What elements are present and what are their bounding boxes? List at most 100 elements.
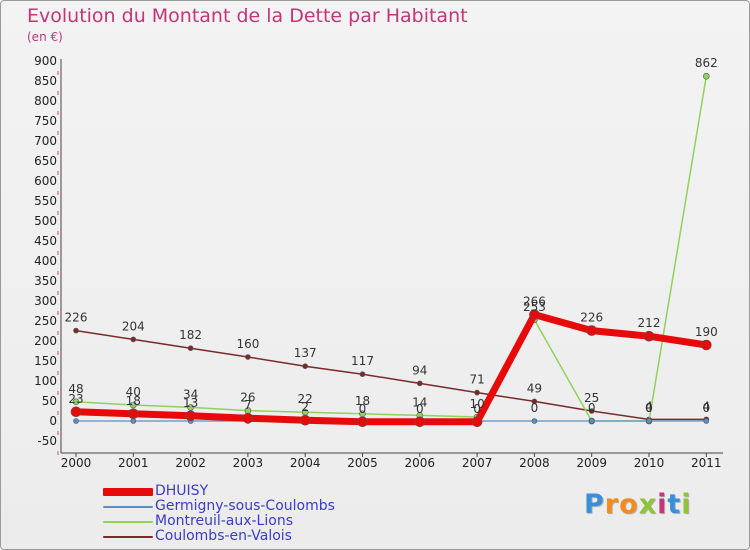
data-point-coulombs-en-valois bbox=[531, 398, 538, 405]
legend-swatch bbox=[103, 506, 153, 508]
data-point-coulombs-en-valois bbox=[588, 408, 595, 414]
data-point-coulombs-en-valois bbox=[474, 389, 480, 396]
legend-label: DHUISY bbox=[155, 483, 209, 499]
data-label-dhuisy: 2 bbox=[301, 400, 309, 414]
data-point-dhuisy bbox=[643, 330, 655, 342]
series-line-montreuil-aux-lions bbox=[75, 75, 708, 422]
data-point-montreuil-aux-lions bbox=[187, 404, 194, 411]
data-label-montreuil-aux-lions: 18 bbox=[355, 394, 370, 408]
data-point-dhuisy bbox=[529, 309, 540, 320]
legend-swatch bbox=[103, 536, 153, 538]
data-point-coulombs-en-valois bbox=[359, 371, 366, 378]
legend: DHUISY Germigny-sous-Coulombs Montreuil-au… bbox=[103, 483, 463, 545]
data-label-dhuisy: 266 bbox=[523, 295, 546, 309]
proxiti-logo: Proxiti bbox=[584, 489, 692, 520]
data-label-montreuil-aux-lions: 26 bbox=[240, 391, 255, 405]
x-tick-label: 2006 bbox=[405, 456, 436, 470]
data-label-dhuisy: 18 bbox=[126, 394, 141, 408]
y-tick-label: 100 bbox=[34, 374, 57, 388]
series-line-dhuisy bbox=[72, 311, 710, 426]
y-tick-label: 500 bbox=[34, 214, 57, 228]
data-point-dhuisy bbox=[700, 339, 712, 351]
y-tick-label: 200 bbox=[34, 334, 57, 348]
data-label-coulombs-en-valois: 25 bbox=[584, 391, 599, 405]
data-label-coulombs-en-valois: 94 bbox=[412, 363, 427, 377]
data-point-germigny-sous-coulombs bbox=[703, 418, 710, 424]
data-label-coulombs-en-valois: 204 bbox=[122, 319, 145, 333]
data-point-dhuisy bbox=[70, 406, 82, 418]
x-tick-label: 2009 bbox=[576, 456, 607, 470]
data-label-coulombs-en-valois: 137 bbox=[294, 346, 317, 360]
data-point-montreuil-aux-lions bbox=[130, 401, 137, 409]
x-tick-label: 2007 bbox=[462, 456, 493, 470]
x-tick-label: 2004 bbox=[290, 456, 321, 470]
data-point-coulombs-en-valois bbox=[416, 380, 423, 387]
data-label-coulombs-en-valois: 160 bbox=[236, 337, 259, 351]
y-tick-label: 50 bbox=[42, 394, 57, 408]
y-tick-label: 0 bbox=[49, 414, 57, 428]
chart-unit: (en €) bbox=[27, 30, 63, 44]
data-label-germigny-sous-coulombs: 0 bbox=[702, 401, 710, 415]
y-tick-label: 900 bbox=[34, 54, 57, 68]
legend-item: DHUISY bbox=[103, 483, 463, 500]
legend-label: Germigny-sous-Coulombs bbox=[155, 498, 335, 514]
data-label-dhuisy: 212 bbox=[638, 316, 661, 330]
data-point-germigny-sous-coulombs bbox=[130, 418, 137, 424]
data-point-germigny-sous-coulombs bbox=[646, 418, 652, 424]
data-point-coulombs-en-valois bbox=[73, 327, 79, 334]
y-tick-label: 300 bbox=[34, 294, 57, 308]
data-label-coulombs-en-valois: 4 bbox=[702, 399, 710, 413]
y-tick-label: -50 bbox=[37, 434, 57, 448]
data-point-dhuisy bbox=[299, 414, 311, 426]
legend-label: Coulombs-en-Valois bbox=[155, 528, 292, 544]
data-point-montreuil-aux-lions bbox=[702, 72, 710, 80]
data-label-dhuisy: 226 bbox=[580, 311, 603, 325]
data-point-dhuisy bbox=[242, 412, 254, 424]
data-label-dhuisy: 0 bbox=[416, 402, 424, 416]
data-point-coulombs-en-valois bbox=[130, 336, 137, 343]
data-label-montreuil-aux-lions: 22 bbox=[298, 392, 313, 406]
x-tick-label: 2002 bbox=[175, 456, 206, 470]
data-label-germigny-sous-coulombs: 0 bbox=[645, 401, 653, 415]
data-point-dhuisy bbox=[128, 408, 139, 420]
x-tick-label: 2010 bbox=[634, 456, 665, 470]
data-label-montreuil-aux-lions: 34 bbox=[183, 387, 198, 401]
data-label-montreuil-aux-lions: 14 bbox=[412, 395, 427, 409]
y-tick-label: 600 bbox=[34, 174, 57, 188]
data-label-montreuil-aux-lions: 0 bbox=[645, 401, 653, 415]
data-label-montreuil-aux-lions: 10 bbox=[469, 397, 484, 411]
data-point-coulombs-en-valois bbox=[302, 363, 309, 370]
data-point-dhuisy bbox=[586, 325, 598, 336]
y-tick-label: 550 bbox=[34, 194, 57, 208]
data-label-dhuisy: 0 bbox=[473, 402, 481, 416]
y-tick-label: 150 bbox=[34, 354, 57, 368]
x-tick-label: 2011 bbox=[691, 456, 722, 470]
data-label-montreuil-aux-lions: 40 bbox=[126, 385, 141, 399]
data-label-dhuisy: 7 bbox=[244, 398, 252, 412]
data-point-dhuisy bbox=[357, 416, 368, 428]
x-tick-label: 2005 bbox=[347, 456, 378, 470]
data-label-germigny-sous-coulombs: 0 bbox=[531, 401, 539, 415]
data-label-montreuil-aux-lions: 253 bbox=[523, 300, 546, 314]
data-label-coulombs-en-valois: 49 bbox=[527, 381, 542, 395]
x-tick-label: 2000 bbox=[61, 456, 92, 470]
y-tick-label: 400 bbox=[34, 254, 57, 268]
y-tick-label: 350 bbox=[34, 274, 57, 288]
data-label-montreuil-aux-lions: 0 bbox=[588, 401, 596, 415]
chart-title: Evolution du Montant de la Dette par Hab… bbox=[27, 5, 468, 27]
y-tick-label: 750 bbox=[34, 114, 57, 128]
data-label-coulombs-en-valois: 117 bbox=[351, 354, 374, 368]
data-point-dhuisy bbox=[185, 410, 196, 422]
x-tick-label: 2001 bbox=[118, 456, 149, 470]
data-point-germigny-sous-coulombs bbox=[73, 418, 79, 424]
y-tick-label: 800 bbox=[34, 94, 57, 108]
data-point-germigny-sous-coulombs bbox=[588, 418, 595, 424]
data-label-dhuisy: 190 bbox=[695, 325, 718, 339]
data-label-montreuil-aux-lions: 48 bbox=[68, 382, 83, 396]
legend-item: Coulombs-en-Valois bbox=[103, 528, 463, 545]
data-point-dhuisy bbox=[471, 416, 483, 428]
y-tick-label: 650 bbox=[34, 154, 57, 168]
legend-item: Montreuil-aux-Lions bbox=[103, 513, 463, 530]
